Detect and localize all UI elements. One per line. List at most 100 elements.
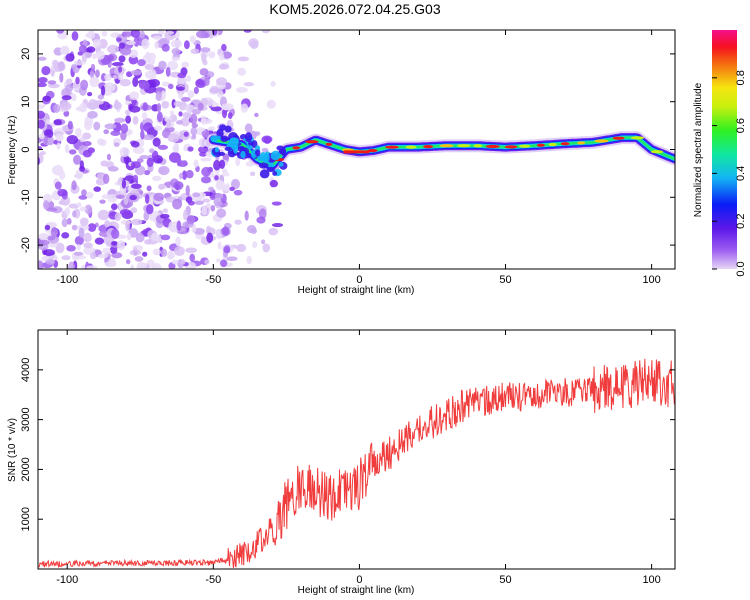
noise-blob bbox=[130, 161, 141, 169]
signal-hotspot bbox=[612, 136, 625, 140]
noise-blob bbox=[94, 237, 105, 245]
noise-blob bbox=[249, 171, 256, 177]
noise-blob bbox=[72, 210, 77, 218]
snr-series-line bbox=[38, 358, 675, 569]
noise-blob bbox=[246, 255, 252, 265]
noise-blob bbox=[61, 218, 68, 228]
noise-blob bbox=[135, 232, 145, 243]
noise-blob bbox=[185, 184, 190, 196]
noise-blob bbox=[45, 259, 56, 265]
noise-blob bbox=[261, 135, 273, 144]
noise-blob bbox=[125, 259, 131, 265]
noise-blob bbox=[176, 157, 182, 167]
noise-blob bbox=[102, 247, 111, 255]
signal-hotspot bbox=[473, 144, 483, 148]
noise-blob bbox=[99, 199, 106, 204]
noise-blob bbox=[130, 207, 138, 214]
noise-blob bbox=[193, 86, 199, 95]
spectrogram-x-label: Height of straight line (km) bbox=[298, 285, 415, 296]
noise-blob bbox=[80, 79, 89, 91]
noise-blob bbox=[234, 219, 242, 225]
noise-blob bbox=[60, 45, 70, 54]
noise-blob bbox=[53, 119, 63, 126]
noise-blob bbox=[138, 80, 150, 90]
noise-blob bbox=[125, 220, 130, 232]
noise-blob bbox=[130, 69, 142, 76]
signal-hotspot bbox=[485, 144, 500, 149]
noise-blob bbox=[210, 106, 222, 112]
snr-y-ticks: 1000 2000 3000 4000 bbox=[20, 358, 675, 531]
noise-blob bbox=[82, 140, 92, 147]
noise-blob bbox=[200, 157, 212, 162]
snr-frame bbox=[37, 329, 676, 570]
noise-blob bbox=[126, 232, 132, 241]
noise-blob bbox=[176, 86, 185, 91]
noise-blob bbox=[173, 100, 182, 107]
noise-blob bbox=[139, 30, 145, 39]
noise-blob bbox=[143, 211, 150, 221]
noise-blob bbox=[100, 85, 106, 96]
noise-blob bbox=[189, 253, 196, 262]
noise-blob bbox=[261, 239, 266, 245]
noise-blob bbox=[130, 218, 143, 226]
noise-blob bbox=[191, 134, 197, 139]
noise-blob bbox=[38, 133, 45, 139]
noise-blob bbox=[38, 56, 47, 61]
noise-blob bbox=[210, 205, 216, 212]
noise-blob bbox=[191, 123, 198, 129]
noise-blob bbox=[144, 63, 155, 70]
noise-blob bbox=[103, 82, 116, 92]
noise-blob bbox=[129, 103, 134, 110]
noise-blob bbox=[252, 241, 258, 249]
noise-blob bbox=[178, 111, 183, 117]
noise-blob bbox=[180, 96, 191, 102]
noise-blob bbox=[140, 129, 145, 140]
noise-blob bbox=[68, 261, 75, 269]
noise-blob bbox=[71, 180, 77, 191]
snr-panel: -100 -50 0 50 100 1000 2000 3000 4000 Height of… bbox=[7, 329, 676, 596]
x-tick-label: 100 bbox=[642, 274, 660, 286]
noise-blob bbox=[165, 30, 175, 35]
noise-blob bbox=[125, 115, 132, 124]
signal-hotspot bbox=[630, 136, 645, 140]
noise-blob bbox=[87, 30, 96, 40]
noise-blob bbox=[165, 66, 171, 77]
noise-blob bbox=[120, 123, 129, 134]
noise-blob bbox=[161, 43, 170, 52]
noise-blob bbox=[72, 80, 82, 91]
noise-blob bbox=[132, 115, 139, 125]
noise-blob bbox=[143, 169, 151, 176]
chart-title: KOM5.2026.072.04.25.G03 bbox=[269, 1, 440, 17]
colorbar-tick-label: 0.0 bbox=[735, 261, 747, 276]
noise-blob bbox=[240, 103, 249, 113]
noise-blob bbox=[132, 146, 145, 154]
noise-blob bbox=[65, 84, 74, 93]
noise-blob bbox=[164, 116, 173, 123]
noise-blob bbox=[132, 76, 139, 88]
noise-blob bbox=[107, 194, 118, 203]
noise-blob bbox=[269, 179, 279, 188]
signal-blob bbox=[240, 150, 246, 159]
noise-blob bbox=[111, 203, 118, 211]
noise-blob bbox=[98, 38, 108, 49]
signal-blob bbox=[219, 124, 227, 131]
noise-blob bbox=[167, 133, 180, 143]
signal-hotspot bbox=[439, 144, 454, 148]
noise-blob bbox=[67, 120, 73, 130]
noise-blob bbox=[148, 68, 157, 80]
noise-blob bbox=[185, 170, 194, 179]
noise-blob bbox=[111, 228, 120, 240]
noise-blob bbox=[208, 126, 216, 131]
signal-blob bbox=[229, 137, 240, 145]
noise-blob bbox=[103, 129, 110, 135]
noise-blob bbox=[160, 234, 171, 241]
noise-blob bbox=[222, 172, 230, 177]
noise-blob bbox=[53, 61, 66, 72]
colorbar: 0.0 0.2 0.4 0.6 0.8 Normalized spectral ampl… bbox=[693, 30, 747, 277]
noise-blob bbox=[107, 44, 120, 54]
signal-blob bbox=[272, 171, 278, 176]
noise-blob bbox=[38, 104, 45, 110]
noise-blob bbox=[154, 41, 159, 49]
noise-blob bbox=[271, 222, 284, 228]
noise-blob bbox=[184, 83, 189, 93]
